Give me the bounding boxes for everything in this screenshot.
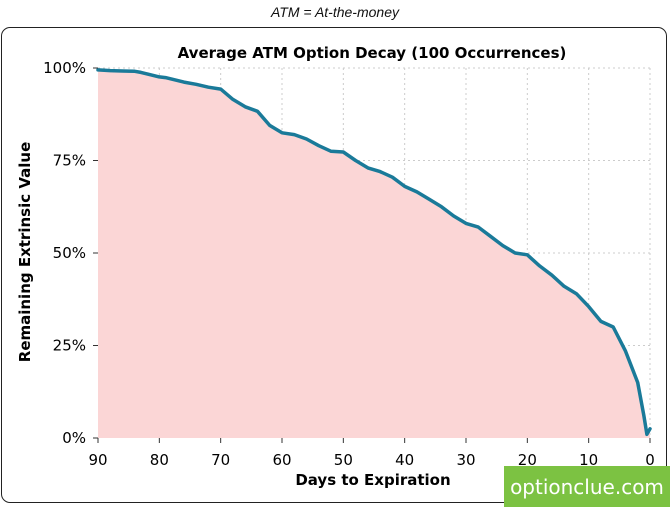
x-tick-label: 40: [395, 451, 414, 469]
chart-title: Average ATM Option Decay (100 Occurrence…: [178, 44, 567, 62]
y-axis-label: Remaining Extrinsic Value: [16, 142, 34, 362]
chart-caption: ATM = At-the-money: [271, 4, 399, 20]
x-tick-label: 90: [88, 451, 107, 469]
x-tick-label: 50: [334, 451, 353, 469]
x-tick-label: 70: [211, 451, 230, 469]
x-tick-label: 20: [518, 451, 537, 469]
x-tick-label: 30: [456, 451, 475, 469]
x-tick-label: 10: [579, 451, 598, 469]
y-tick-label: 100%: [43, 59, 86, 77]
y-tick-label: 75%: [53, 152, 86, 170]
x-tick-label: 60: [272, 451, 291, 469]
y-axis: 0% 25% 50% 75% 100%: [43, 59, 98, 447]
x-axis: 90 80 70 60 50 40 30 20 10 0: [88, 438, 655, 469]
y-tick-label: 50%: [53, 244, 86, 262]
x-axis-label: Days to Expiration: [295, 471, 450, 489]
x-tick-label: 80: [150, 451, 169, 469]
y-tick-label: 0%: [62, 429, 86, 447]
y-tick-label: 25%: [53, 337, 86, 355]
watermark-badge: optionclue.com: [504, 466, 670, 507]
area-fill: [98, 69, 650, 439]
decay-line: [96, 68, 652, 437]
x-tick-label: 0: [645, 451, 655, 469]
